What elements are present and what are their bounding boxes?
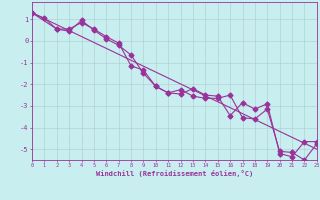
X-axis label: Windchill (Refroidissement éolien,°C): Windchill (Refroidissement éolien,°C)	[96, 170, 253, 177]
